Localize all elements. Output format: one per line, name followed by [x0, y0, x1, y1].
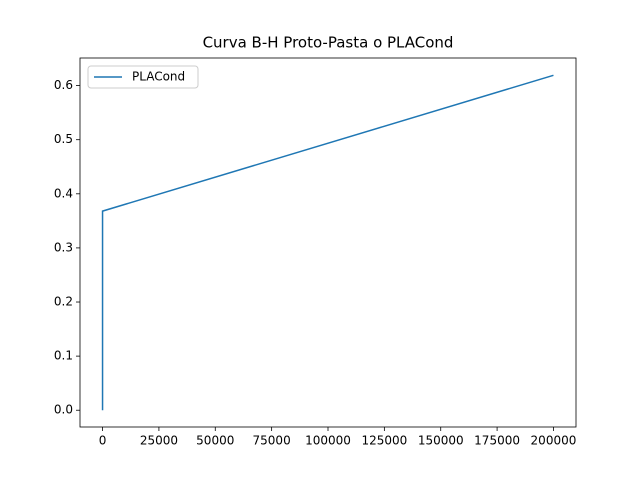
y-tick-label: 0.0	[54, 403, 73, 417]
y-tick-label: 0.1	[54, 349, 73, 363]
x-tick-label: 0	[99, 434, 107, 448]
x-tick-label: 175000	[474, 434, 520, 448]
y-tick-label: 0.2	[54, 295, 73, 309]
x-tick-label: 100000	[305, 434, 351, 448]
x-tick-label: 150000	[418, 434, 464, 448]
x-tick-label: 25000	[140, 434, 178, 448]
y-tick-label: 0.4	[54, 186, 73, 200]
chart-title: Curva B-H Proto-Pasta o PLACond	[203, 34, 454, 52]
data-line	[101, 74, 554, 411]
x-tick-label: 200000	[531, 434, 577, 448]
legend-box	[87, 65, 199, 89]
x-tick-label: 75000	[253, 434, 291, 448]
x-tick-label: 50000	[196, 434, 234, 448]
y-tick-label: 0.3	[54, 240, 73, 254]
legend-label: PLACond	[132, 70, 185, 84]
x-tick-label: 125000	[361, 434, 407, 448]
y-tick-label: 0.6	[54, 78, 73, 92]
y-tick-label: 0.5	[54, 132, 73, 146]
